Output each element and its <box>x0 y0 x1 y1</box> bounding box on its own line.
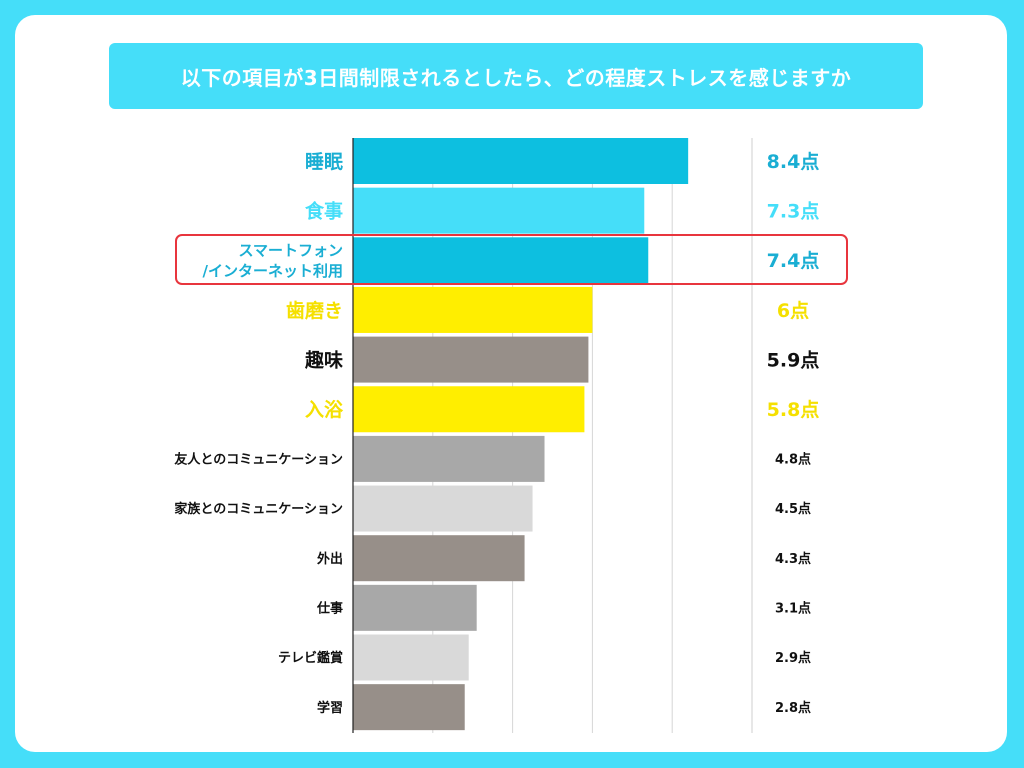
value-label: 8.4点 <box>767 151 820 173</box>
value-label: 4.5点 <box>775 501 811 517</box>
bar-10 <box>353 584 477 631</box>
category-label: 歯磨き <box>286 299 343 322</box>
category-label: 睡眠 <box>305 151 343 173</box>
category-label: 仕事 <box>316 601 343 617</box>
value-label: 7.3点 <box>767 200 820 222</box>
chart-card <box>15 15 1007 752</box>
bar-5 <box>353 336 589 383</box>
value-label: 6点 <box>777 300 809 322</box>
highlight-box <box>175 234 848 285</box>
value-label: 3.1点 <box>775 601 811 617</box>
value-label: 4.3点 <box>775 551 811 567</box>
bar-1 <box>353 138 689 184</box>
value-label: 5.9点 <box>767 349 820 371</box>
bar-11 <box>353 634 469 681</box>
value-label: 7.4点 <box>767 250 820 272</box>
bar-2 <box>353 187 645 234</box>
category-label: 友人とのコミュニケーション <box>174 452 343 468</box>
bar-3 <box>353 237 649 284</box>
category-label: 外出 <box>316 551 343 567</box>
value-label: 4.8点 <box>775 452 811 468</box>
bar-12 <box>353 684 465 731</box>
category-label-line: /インターネット利用 <box>203 262 343 280</box>
bar-8 <box>353 485 533 532</box>
value-label: 2.9点 <box>775 650 811 666</box>
category-label: 家族とのコミュニケーション <box>174 501 343 517</box>
bar-6 <box>353 386 585 433</box>
bar-9 <box>353 535 525 582</box>
chart-title: 以下の項目が3日間制限されるとしたら、どの程度ストレスを感じますか <box>109 43 923 109</box>
value-label: 5.8点 <box>767 399 820 421</box>
category-label: 趣味 <box>304 348 343 371</box>
bar-4 <box>353 286 593 333</box>
category-label: スマートフォン/インターネット利用 <box>203 242 343 280</box>
bar-7 <box>353 435 545 482</box>
category-label: 食事 <box>305 199 343 222</box>
value-label: 2.8点 <box>775 700 811 716</box>
category-label: テレビ鑑賞 <box>278 650 343 666</box>
category-label: 入浴 <box>305 399 344 421</box>
category-label-line: スマートフォン <box>238 242 343 260</box>
category-label: 学習 <box>317 700 343 716</box>
